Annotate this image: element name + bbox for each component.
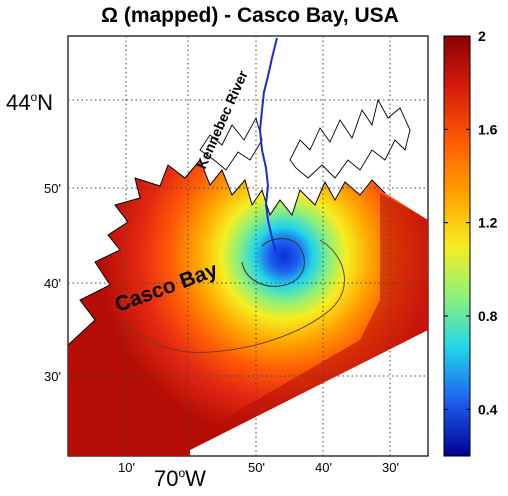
lat-30-label: 30' — [44, 369, 61, 384]
omega-field-region — [68, 160, 428, 456]
lat-44n-label: 44oN — [6, 90, 53, 115]
northern-islands — [289, 98, 411, 179]
lon-40-label: 40' — [315, 460, 332, 475]
kennebec-river — [258, 37, 278, 253]
lon-50-label: 50' — [248, 460, 265, 475]
map-title: Ω (mapped) - Casco Bay, USA — [101, 4, 399, 27]
colorbar-tick-label: 0.8 — [478, 308, 498, 324]
colorbar-tick-label: 1.6 — [478, 121, 498, 137]
contour-outer — [119, 239, 345, 353]
graticule — [68, 36, 428, 456]
mid-islands — [199, 116, 263, 171]
lat-50-label: 50' — [44, 181, 61, 196]
colorbar-tick-label: 1.2 — [478, 215, 498, 231]
lat-40-label: 40' — [44, 276, 61, 291]
contour-inner — [241, 238, 305, 287]
colorbar-tick-label: 0.4 — [478, 401, 498, 417]
colorbar-ticks: 2 1.6 1.2 0.8 0.4 — [444, 28, 498, 417]
lon-30-label: 30' — [382, 460, 399, 475]
offshore-band — [160, 193, 428, 456]
lon-10-label: 10' — [118, 460, 135, 475]
colorbar-tick-label: 2 — [478, 28, 486, 44]
lon-70w-label: 70oW — [154, 466, 206, 491]
colorbar — [443, 35, 471, 457]
